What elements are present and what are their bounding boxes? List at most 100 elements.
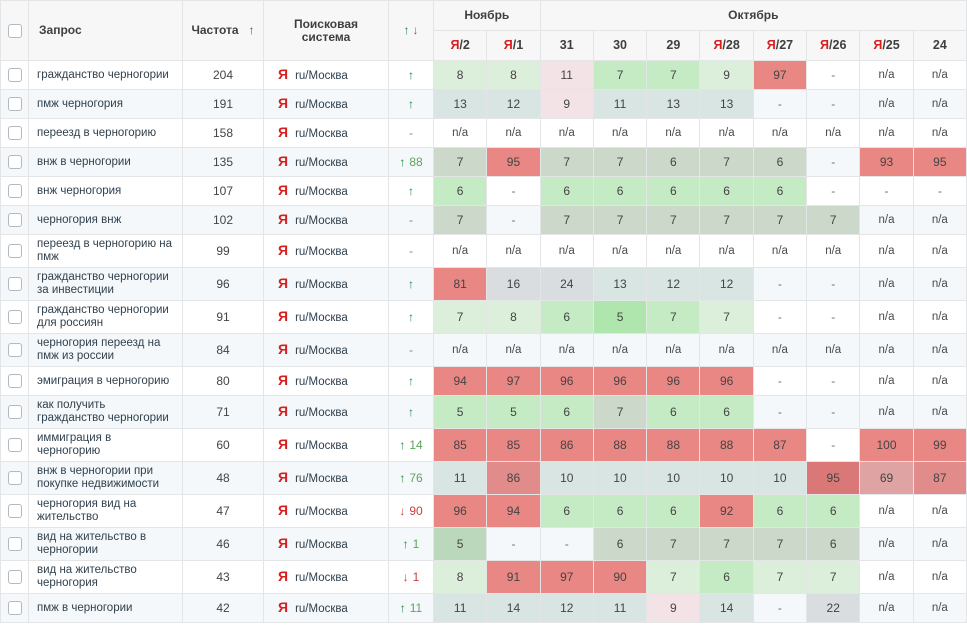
query-cell[interactable]: как получить гражданство черногории [28, 395, 183, 429]
date-column-header[interactable]: 30 [592, 30, 648, 61]
change-value: 1 [412, 569, 420, 584]
change-cell: ↑ [388, 267, 434, 301]
position-cell: - [806, 366, 861, 396]
row-checkbox[interactable] [7, 213, 22, 227]
row-checkbox[interactable] [7, 405, 22, 419]
position-cell: n/a [699, 234, 754, 268]
position-cell: 7 [699, 300, 754, 334]
query-cell[interactable]: переезд в черногорию на пмж [28, 234, 183, 268]
position-cell: 12 [486, 89, 541, 119]
row-checkbox-cell [0, 366, 29, 396]
yandex-icon: Я [278, 181, 289, 198]
row-checkbox[interactable] [7, 155, 22, 169]
query-cell[interactable]: внж в черногории при покупке недвижимост… [28, 461, 183, 495]
yandex-icon: Я [766, 38, 776, 52]
position-cell: n/a [486, 118, 541, 148]
row-checkbox[interactable] [7, 438, 22, 452]
query-column-header[interactable]: Запрос [28, 0, 183, 61]
query-cell[interactable]: черногория вид на жительство [28, 494, 183, 528]
change-cell: ↑ [388, 89, 434, 119]
frequency-cell: 102 [182, 205, 264, 235]
query-cell[interactable]: вид на жительство черногория [28, 560, 183, 594]
row-checkbox[interactable] [7, 244, 22, 258]
row-checkbox[interactable] [7, 97, 22, 111]
row-checkbox[interactable] [7, 310, 22, 324]
select-all-cell [0, 0, 29, 61]
query-cell[interactable]: внж в черногории [28, 147, 183, 177]
region-label: ru/Москва [295, 439, 348, 452]
query-cell[interactable]: вид на жительство в черногории [28, 527, 183, 561]
row-checkbox[interactable] [7, 471, 22, 485]
position-cell: 96 [539, 366, 594, 396]
change-column-header[interactable]: ↑ ↓ [388, 0, 434, 61]
position-cell: 11 [432, 461, 488, 495]
row-checkbox[interactable] [7, 601, 22, 615]
position-cell: 96 [699, 366, 754, 396]
row-checkbox[interactable] [7, 68, 22, 82]
date-column-header[interactable]: 24 [912, 30, 967, 61]
date-column-header[interactable]: 31 [539, 30, 594, 61]
frequency-cell: 135 [182, 147, 264, 177]
yandex-icon: Я [278, 371, 289, 388]
change-cell: ↑ 1 [388, 527, 434, 561]
date-column-header[interactable]: 29 [646, 30, 701, 61]
select-all-checkbox[interactable] [7, 23, 22, 38]
date-column-header[interactable]: Я/28 [699, 30, 754, 61]
change-value: 11 [409, 600, 423, 615]
row-checkbox[interactable] [7, 570, 22, 584]
position-cell: - [806, 395, 861, 429]
up-arrow-icon: ↑ [408, 404, 414, 419]
position-cell: 88 [699, 428, 754, 462]
position-cell: - [859, 176, 914, 206]
query-cell[interactable]: переезд в черногорию [28, 118, 183, 148]
row-checkbox[interactable] [7, 277, 22, 291]
row-checkbox[interactable] [7, 184, 22, 198]
position-cell: n/a [646, 333, 701, 367]
yandex-icon: Я [450, 38, 460, 52]
position-cell: n/a [859, 560, 914, 594]
change-cell: ↑ [388, 60, 434, 90]
row-checkbox[interactable] [7, 343, 22, 357]
query-cell[interactable]: внж черногория [28, 176, 183, 206]
position-cell: 7 [806, 560, 861, 594]
row-checkbox-cell [0, 428, 29, 462]
query-cell[interactable]: иммиграция в черногорию [28, 428, 183, 462]
frequency-cell: 46 [182, 527, 264, 561]
row-checkbox[interactable] [7, 374, 22, 388]
query-cell[interactable]: пмж в черногории [28, 593, 183, 623]
query-cell[interactable]: черногория переезд на пмж из россии [28, 333, 183, 367]
frequency-column-header[interactable]: Частота ↑ [182, 0, 264, 61]
position-cell: n/a [912, 300, 967, 334]
yandex-icon: Я [278, 65, 289, 82]
query-cell[interactable]: черногория внж [28, 205, 183, 235]
date-column-header[interactable]: Я/2 [432, 30, 488, 61]
query-cell[interactable]: гражданство черногории [28, 60, 183, 90]
row-checkbox[interactable] [7, 126, 22, 140]
change-value: 14 [409, 437, 423, 452]
query-cell[interactable]: эмиграция в черногорию [28, 366, 183, 396]
frequency-cell: 96 [182, 267, 264, 301]
position-cell: 7 [592, 147, 648, 177]
row-checkbox[interactable] [7, 504, 22, 518]
date-column-header[interactable]: Я/1 [486, 30, 541, 61]
query-cell[interactable]: гражданство черногории для россиян [28, 300, 183, 334]
position-cell: 90 [592, 560, 648, 594]
query-cell[interactable]: пмж черногория [28, 89, 183, 119]
date-column-header[interactable]: Я/26 [806, 30, 861, 61]
position-cell: 6 [806, 494, 861, 528]
yandex-icon: Я [278, 534, 289, 551]
search-engine-column-header[interactable]: Поисковая система [263, 0, 389, 61]
date-column-header[interactable]: Я/25 [859, 30, 914, 61]
date-column-header[interactable]: Я/27 [752, 30, 808, 61]
row-checkbox[interactable] [7, 537, 22, 551]
position-cell: 6 [592, 527, 648, 561]
position-cell: n/a [539, 333, 594, 367]
position-cell: 99 [912, 428, 967, 462]
frequency-cell: 43 [182, 560, 264, 594]
position-cell: 91 [486, 560, 541, 594]
position-cell: 7 [539, 205, 594, 235]
position-cell: 16 [486, 267, 541, 301]
query-cell[interactable]: гражданство черногории за инвестиции [28, 267, 183, 301]
